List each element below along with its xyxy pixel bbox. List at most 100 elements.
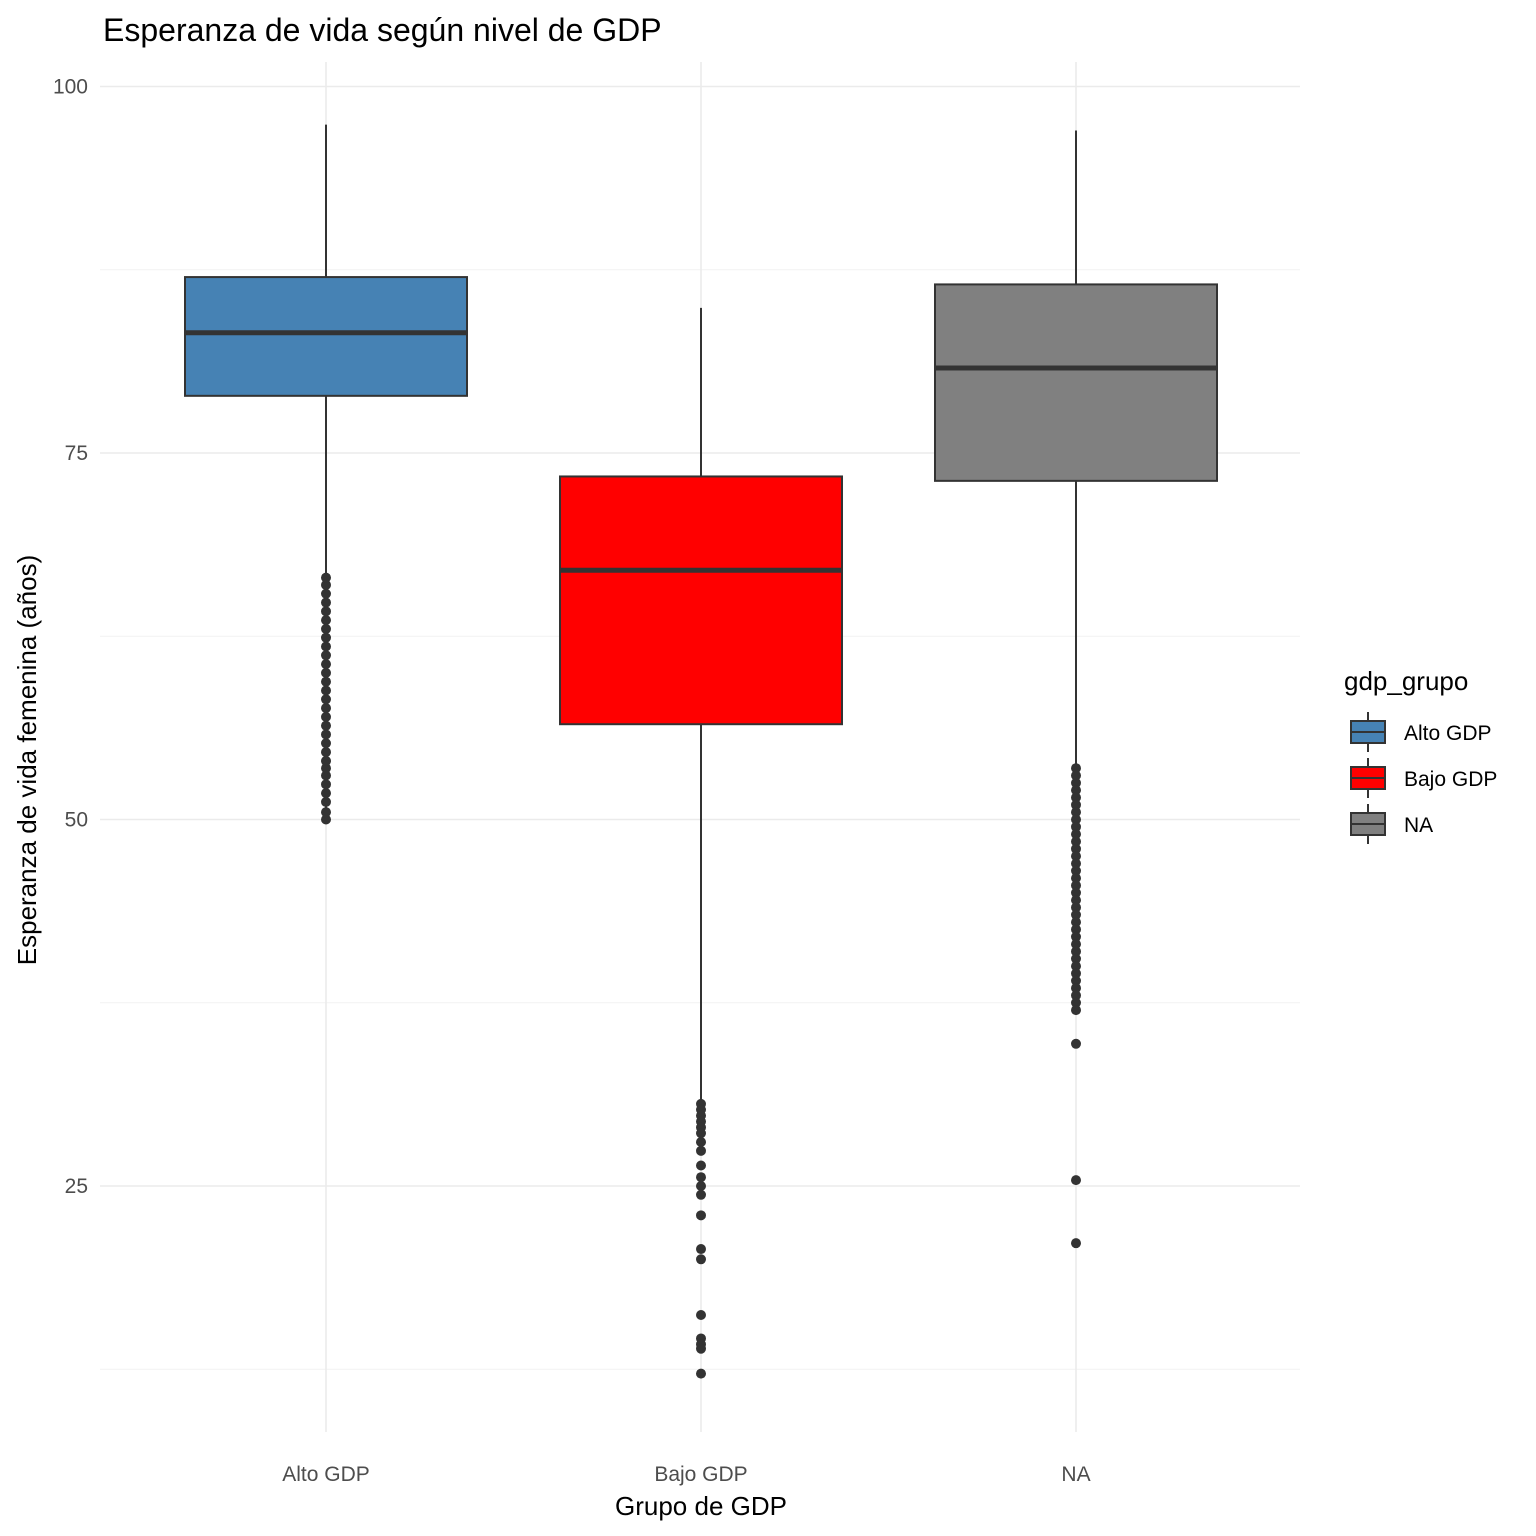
outlier-point [1071,873,1081,884]
outlier-point [1071,975,1081,986]
outlier-point [1071,953,1081,964]
outlier-point [1071,924,1081,935]
outlier-point [321,606,331,617]
outlier-point [321,738,331,749]
outlier-point [321,788,331,799]
outlier-point [1071,887,1081,898]
outlier-point [321,747,331,758]
y-tick-label: 50 [65,809,88,832]
outlier-point [1071,1038,1081,1049]
legend-item: NA [1350,804,1433,844]
box [934,283,1218,482]
outlier-point [696,1189,706,1200]
legend-item: Alto GDP [1350,712,1492,752]
outlier-point [1071,946,1081,957]
box [559,475,843,726]
outlier-point [1071,807,1081,818]
outlier-point [1071,880,1081,891]
legend-title: gdp_grupo [1344,666,1468,696]
y-tick-label: 75 [65,442,88,465]
x-tick-label: Alto GDP [282,1463,370,1486]
outlier-point [696,1145,706,1156]
y-axis-title: Esperanza de vida femenina (años) [12,555,42,965]
legend-item: Bajo GDP [1350,758,1497,798]
outlier-point [1071,1005,1081,1016]
outlier-point [1071,917,1081,928]
outlier-point [1071,968,1081,979]
x-axis-ticks: Alto GDP Bajo GDP NA [282,1463,1090,1486]
outlier-point [1071,858,1081,869]
outlier-point [696,1172,706,1183]
outlier-point [1071,829,1081,840]
outlier-point [1071,836,1081,847]
outlier-point [696,1368,706,1379]
x-tick-label: NA [1061,1463,1090,1486]
outlier-point [1071,909,1081,920]
outlier-point [1071,814,1081,825]
outlier-point [321,770,331,781]
outlier-point [1071,902,1081,913]
outlier-point [321,796,331,807]
box-group [184,124,468,825]
outlier-point [321,632,331,643]
outlier-point [1071,785,1081,796]
outlier-point [1071,983,1081,994]
outlier-point [1071,843,1081,854]
outlier-point [321,650,331,661]
outlier-point [321,755,331,766]
legend-label: Bajo GDP [1404,768,1497,791]
outlier-point [696,1343,706,1354]
outlier-point [321,659,331,670]
outlier-point [321,641,331,652]
outlier-point [1071,865,1081,876]
outlier-point [321,814,331,825]
outlier-point [321,807,331,818]
outlier-point [1071,777,1081,788]
outlier-point [1071,1175,1081,1186]
outlier-point [1071,851,1081,862]
outlier-point [321,597,331,608]
outlier-point [1071,931,1081,942]
outlier-point [321,579,331,590]
outlier-point [1071,763,1081,774]
legend-label: NA [1404,814,1433,837]
outlier-point [321,779,331,790]
outlier-point [1071,990,1081,1001]
chart-title: Esperanza de vida según nivel de GDP [103,12,662,48]
outlier-point [696,1210,706,1221]
outlier-point [696,1128,706,1139]
outlier-point [321,711,331,722]
outlier-point [321,729,331,740]
outlier-point [321,763,331,774]
outlier-point [696,1160,706,1171]
outlier-point [321,623,331,634]
y-axis-ticks: 25 50 75 100 [53,76,88,1199]
outlier-point [1071,1238,1081,1249]
outlier-point [1071,821,1081,832]
y-tick-label: 25 [65,1175,88,1198]
outlier-point [696,1254,706,1265]
box-group [934,130,1218,1249]
outlier-point [1071,997,1081,1008]
outlier-point [321,694,331,705]
box [184,276,468,397]
x-tick-label: Bajo GDP [654,1463,747,1486]
y-tick-label: 100 [53,76,88,99]
outlier-point [1071,770,1081,781]
outlier-point [321,676,331,687]
x-axis-title: Grupo de GDP [615,1491,787,1521]
outlier-point [321,685,331,696]
outlier-point [1071,799,1081,810]
outlier-point [1071,939,1081,950]
outlier-point [1071,961,1081,972]
outlier-point [1071,792,1081,803]
outlier-point [321,703,331,714]
outlier-point [321,572,331,583]
box-group [559,307,843,1379]
legend-label: Alto GDP [1404,722,1492,745]
outlier-point [321,615,331,626]
outlier-point [696,1137,706,1148]
outlier-point [321,720,331,731]
outlier-point [696,1310,706,1321]
outlier-point [1071,895,1081,906]
